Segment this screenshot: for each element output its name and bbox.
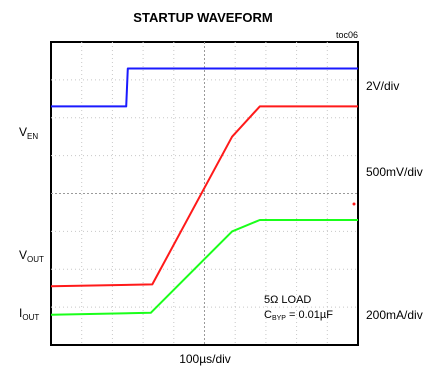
iout-label: IOUT: [19, 306, 39, 322]
series-layer: [50, 67, 358, 316]
plot-area: [50, 41, 359, 346]
grid: [51, 42, 358, 345]
vout-scale-label: 500mV/div: [366, 165, 423, 179]
series-iout-line: [50, 219, 358, 316]
vout-label: VOUT: [19, 248, 44, 264]
series-ven-line: [51, 67, 358, 108]
vout-label-sub: OUT: [27, 255, 44, 264]
iout-label-sub: OUT: [22, 313, 39, 322]
vout-label-main: V: [19, 248, 27, 262]
cbyp-main: C: [264, 309, 272, 321]
ven-label-main: V: [19, 125, 27, 139]
figure-id: toc06: [336, 30, 358, 40]
ven-label: VEN: [19, 125, 38, 141]
x-axis-label: 100µs/div: [179, 352, 231, 366]
cbyp-annotation: CBYP = 0.01µF: [264, 309, 333, 322]
iout-scale-label: 200mA/div: [366, 308, 423, 322]
ven-label-sub: EN: [27, 132, 38, 141]
ven-scale-label: 2V/div: [366, 79, 399, 93]
chart-title: STARTUP WAVEFORM: [133, 10, 272, 25]
series-vout-line: [50, 105, 358, 288]
cbyp-sub: BYP: [272, 315, 286, 322]
iout-label-main: I: [19, 306, 22, 320]
load-annotation: 5Ω LOAD: [264, 294, 311, 306]
cbyp-rest: = 0.01µF: [286, 309, 333, 321]
probe-marker: [352, 202, 356, 206]
